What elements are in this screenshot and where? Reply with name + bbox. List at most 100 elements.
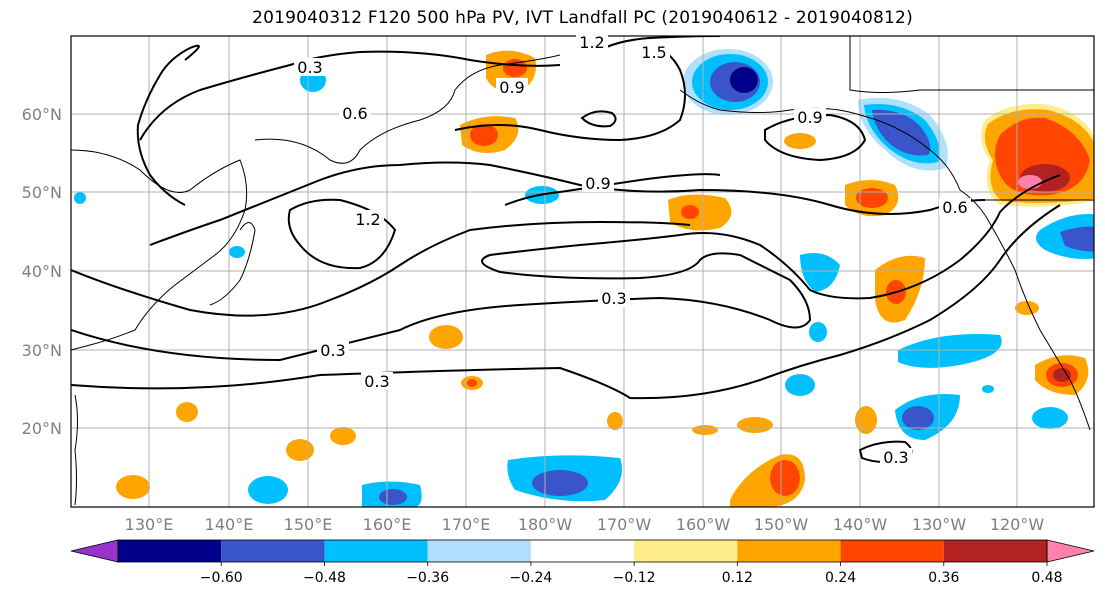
pv-contours: [71, 36, 1061, 464]
alaska-coast: [679, 89, 986, 216]
shading-blob: [872, 109, 931, 156]
shading-blob: [730, 67, 758, 93]
contour-label: 0.3: [601, 289, 626, 308]
shading-blob: [379, 489, 407, 505]
contour-line: [71, 220, 691, 317]
lon-label: 130°E: [125, 515, 174, 534]
contour-label-bg: [361, 372, 393, 390]
contour-label: 0.6: [342, 104, 367, 123]
colorbar-extend-low: [70, 539, 119, 563]
colorbar-frame: [117, 539, 1048, 563]
contour-label: 1.5: [641, 43, 666, 62]
colorbar-tick-label: 0.36: [928, 570, 959, 586]
shading-blob: [856, 188, 888, 208]
colorbar-swatch: [427, 540, 531, 562]
lon-label: 150°W: [754, 515, 809, 534]
contour-line: [136, 44, 200, 206]
shading-blob: [176, 402, 198, 422]
colorbar-swatch: [634, 540, 738, 562]
contour-label-bg: [880, 448, 912, 466]
colorbar-tick-label: −0.36: [406, 570, 449, 586]
lon-label: 140°W: [833, 515, 888, 534]
contour-label: 0.3: [297, 58, 322, 77]
contour-label: 1.2: [355, 210, 380, 229]
lon-label: 130°W: [912, 515, 967, 534]
contour-line: [71, 174, 1061, 362]
colorbar-tick-label: 0.48: [1031, 570, 1062, 586]
lon-label: 170°E: [442, 515, 491, 534]
colorbar-swatch: [943, 540, 1047, 562]
contour-line: [580, 110, 617, 128]
contour-label: 0.9: [585, 174, 610, 193]
lon-label: 180°W: [518, 515, 573, 534]
colorbar: −0.60 −0.48 −0.36 −0.24 −0.12 0.12 0.24 0.36 0.4…: [70, 539, 1095, 586]
colorbar-swatch: [840, 540, 944, 562]
colorbar-swatch: [737, 540, 841, 562]
shading-blob: [1032, 407, 1068, 429]
contour-label-bg: [638, 43, 670, 61]
colorbar-tick-label: −0.48: [303, 570, 346, 586]
shading-blob: [737, 417, 773, 433]
colorbar-tick-label: −0.12: [613, 570, 656, 586]
lat-label: 30°N: [22, 341, 62, 360]
contour-line: [149, 161, 986, 246]
shading-blob: [785, 374, 815, 396]
contour-line: [287, 198, 397, 270]
lat-label: 50°N: [22, 183, 62, 202]
shading-blob: [330, 427, 356, 445]
coastlines: [71, 36, 1094, 506]
lon-label: 160°E: [363, 515, 412, 534]
canada-border: [849, 36, 1094, 93]
contour-label: 0.3: [883, 448, 908, 467]
shading-blob: [902, 406, 934, 430]
colorbar-swatch: [118, 540, 222, 562]
contour-label-bg: [339, 104, 371, 122]
shading-blob: [470, 124, 498, 146]
shading-blob: [429, 325, 463, 349]
colorbar-tick-label: 0.24: [825, 570, 856, 586]
latitude-labels: 60°N 50°N 40°N 30°N 20°N: [22, 105, 62, 438]
shading-blob: [74, 192, 86, 204]
shading-blob: [692, 425, 718, 435]
shading-blob: [1053, 368, 1071, 382]
shading-blob: [532, 470, 588, 496]
map-title: 2019040312 F120 500 hPa PV, IVT Landfall…: [252, 8, 913, 28]
shading-blob: [681, 205, 699, 219]
colorbar-swatch: [530, 540, 635, 562]
contour-label-bg: [939, 198, 971, 216]
contour-label: 0.9: [797, 108, 822, 127]
contour-line: [71, 204, 1061, 400]
shading-blob: [855, 406, 877, 434]
contour-labels: 0.30.60.91.21.51.20.60.90.90.61.20.30.30…: [294, 33, 971, 467]
shading-blob: [770, 460, 800, 496]
contour-label: 0.3: [364, 372, 389, 391]
shading-blob: [800, 252, 840, 292]
shading-blob: [1018, 175, 1042, 189]
lat-label: 60°N: [22, 105, 62, 124]
lat-label: 20°N: [22, 419, 62, 438]
shading-blob: [229, 246, 245, 258]
colorbar-extend-high: [1046, 539, 1095, 563]
shading-blob: [1015, 301, 1039, 315]
shading-blob: [607, 412, 623, 430]
shading-blob: [898, 334, 1002, 368]
contour-label-bg: [317, 341, 349, 359]
lon-label: 150°E: [284, 515, 333, 534]
contour-label: 0.3: [320, 341, 345, 360]
contour-line: [454, 44, 686, 142]
contour-label-bg: [794, 108, 826, 126]
japan-coast: [209, 222, 256, 306]
shading-blob: [467, 379, 477, 387]
contour-label-bg: [576, 33, 608, 51]
contour-label-bg: [352, 210, 384, 228]
colorbar-tick-label: 0.12: [722, 570, 753, 586]
lat-label: 40°N: [22, 262, 62, 281]
lon-label: 160°W: [676, 515, 731, 534]
shading-blob: [286, 439, 314, 461]
contour-label-bg: [598, 289, 630, 307]
contour-label: 1.2: [579, 33, 604, 52]
shading-blob: [116, 475, 150, 499]
lon-label: 140°E: [205, 515, 254, 534]
colorbar-swatch: [221, 540, 325, 562]
